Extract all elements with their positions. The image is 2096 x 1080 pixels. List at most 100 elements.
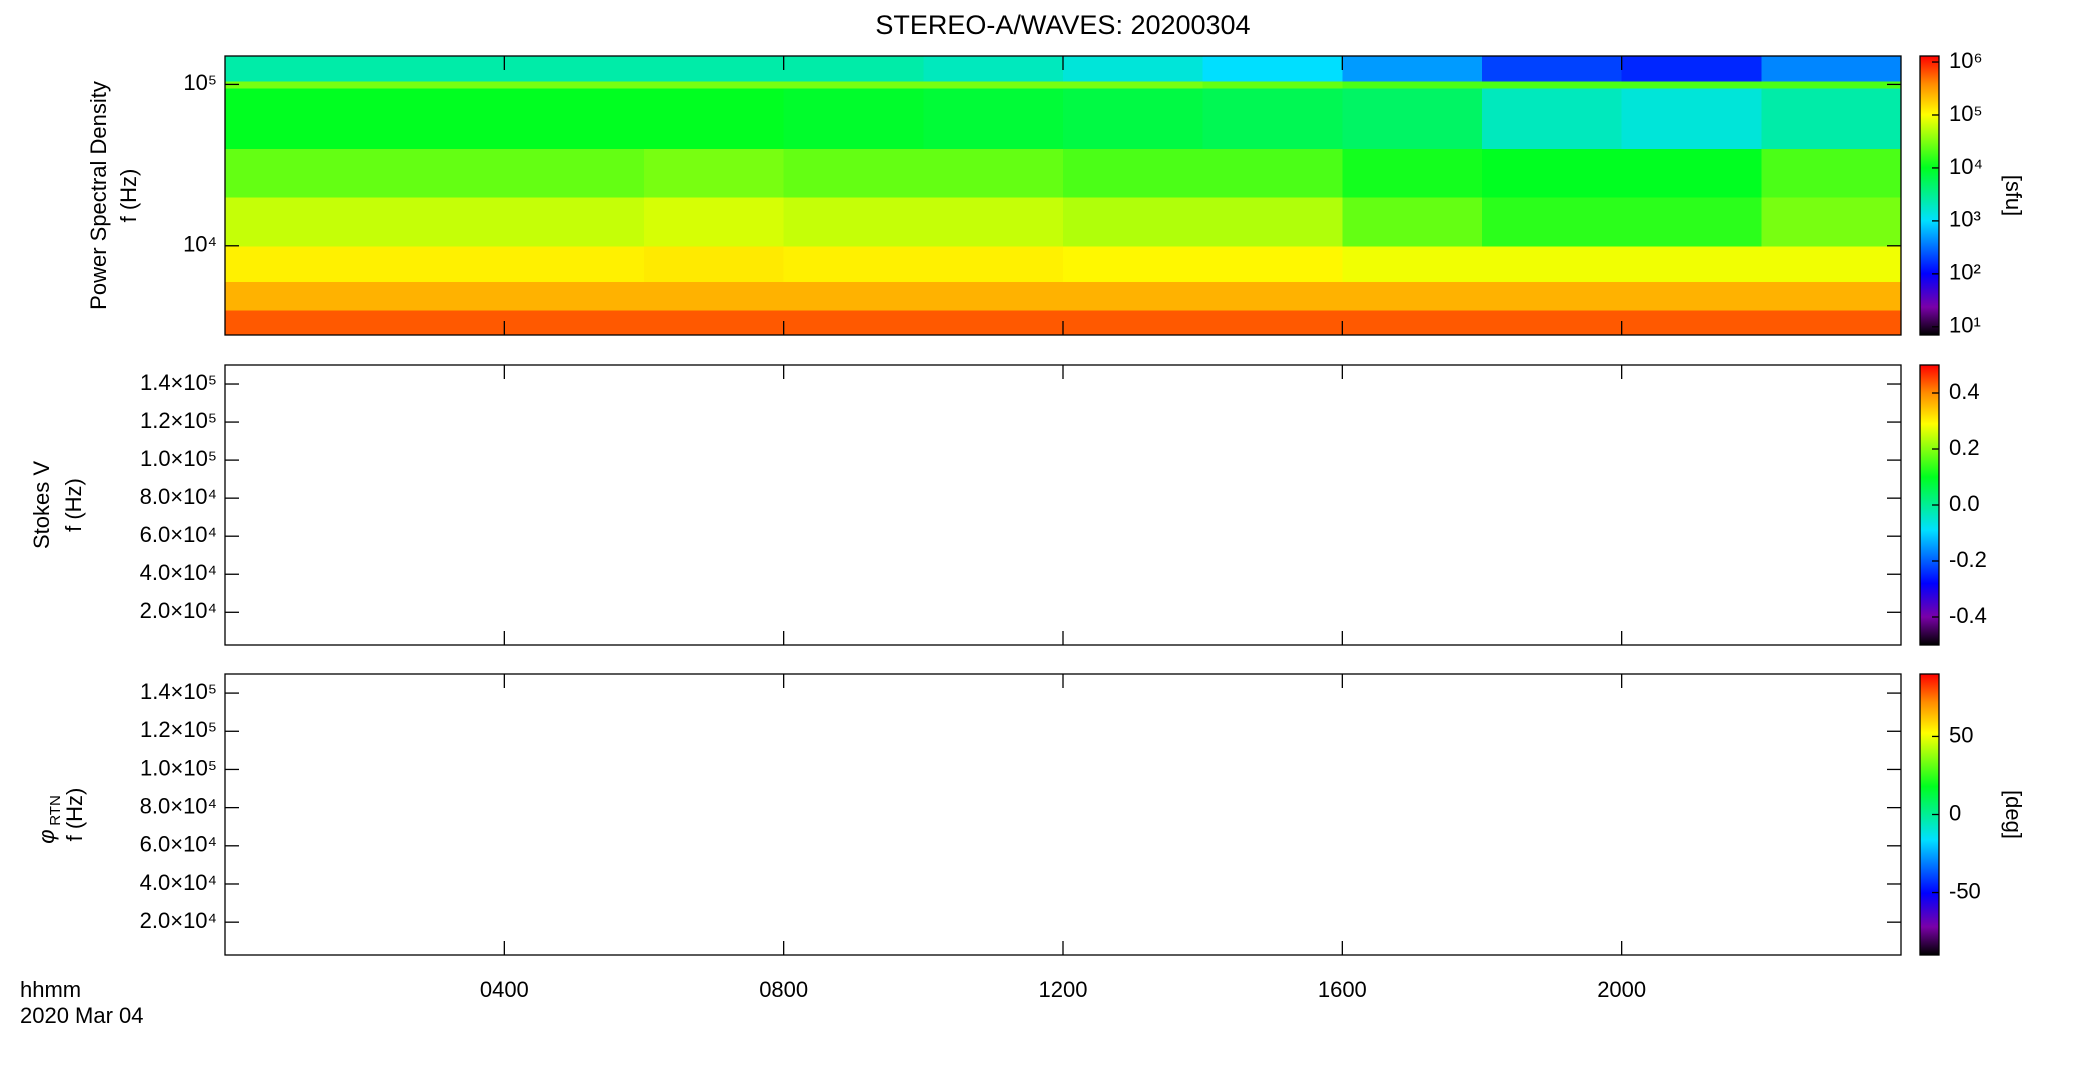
colorbar — [1920, 365, 1939, 645]
heatmap-cell — [1761, 80, 1902, 89]
heatmap-cell — [364, 245, 505, 283]
heatmap-cell — [1202, 148, 1343, 198]
colorbar-tick-label: 0 — [1949, 800, 1961, 825]
heatmap-cell — [923, 310, 1064, 336]
heatmap-cell — [644, 245, 785, 283]
heatmap-cell — [1063, 88, 1204, 150]
plot-frame — [224, 673, 1902, 956]
x-axis-label: hhmm — [20, 977, 81, 1002]
heatmap-cell — [504, 80, 645, 89]
colorbar-tick-label: 10⁵ — [1949, 101, 1983, 126]
heatmap-cell — [1063, 148, 1204, 198]
heatmap-cell — [225, 56, 366, 82]
heatmap-cell — [1063, 56, 1204, 82]
heatmap-cell — [644, 148, 785, 198]
colorbar-frame — [1919, 55, 1940, 336]
heatmap-cell — [1621, 88, 1762, 150]
heatmap-cell — [1202, 88, 1343, 150]
heatmap-cell — [1482, 56, 1623, 82]
heatmap-cell — [644, 197, 785, 247]
heatmap-cell — [1761, 56, 1902, 82]
colorbar-tick-label: 0.0 — [1949, 491, 1980, 516]
heatmap-cell — [1063, 197, 1204, 247]
y-tick-label: 8.0×10⁴ — [140, 484, 217, 509]
colorbar-tick-label: 10¹ — [1949, 313, 1981, 338]
plot-frame — [224, 364, 1902, 646]
y-tick-label: 2.0×10⁴ — [140, 908, 217, 933]
heatmap-cell — [923, 80, 1064, 89]
heatmap-cell — [923, 148, 1064, 198]
y-tick-label: 4.0×10⁴ — [140, 870, 217, 895]
heatmap-cell — [1063, 281, 1204, 311]
heatmap-cell — [1202, 281, 1343, 311]
y-tick-label: 4.0×10⁴ — [140, 560, 217, 585]
colorbar-tick-label: 10² — [1949, 260, 1981, 285]
heatmap-cell — [923, 56, 1064, 82]
heatmap-cell — [1202, 197, 1343, 247]
heatmap-cell — [1342, 281, 1483, 311]
heatmap-cell — [1761, 197, 1902, 247]
heatmap-cell — [504, 56, 645, 82]
heatmap-cell — [923, 245, 1064, 283]
heatmap-cell — [1621, 148, 1762, 198]
y-axis-label: Power Spectral Density — [86, 81, 111, 310]
heatmap-cell — [1621, 245, 1762, 283]
y-tick-label: 10⁴ — [183, 232, 217, 257]
heatmap-cell — [504, 88, 645, 150]
heatmap-cell — [783, 80, 924, 89]
y-axis-label: Stokes V — [29, 461, 54, 549]
heatmap-cell — [1202, 310, 1343, 336]
y-tick-label: 1.0×10⁵ — [140, 755, 217, 780]
heatmap-cell — [923, 197, 1064, 247]
colorbar-tick-label: -0.4 — [1949, 603, 1987, 628]
colorbar-tick-label: 0.2 — [1949, 435, 1980, 460]
heatmap-cell — [1482, 281, 1623, 311]
heatmap-cell — [1342, 80, 1483, 89]
y-tick-label: 8.0×10⁴ — [140, 793, 217, 818]
heatmap-cell — [1761, 310, 1902, 336]
heatmap-cell — [644, 310, 785, 336]
y-tick-label: 1.4×10⁵ — [140, 370, 217, 395]
heatmap-cell — [1761, 88, 1902, 150]
heatmap-cell — [1482, 197, 1623, 247]
y-tick-label: 1.0×10⁵ — [140, 446, 217, 471]
heatmap-cell — [1482, 310, 1623, 336]
heatmap-cell — [1621, 56, 1762, 82]
heatmap-cell — [783, 88, 924, 150]
heatmap-cell — [1063, 80, 1204, 89]
heatmap-cell — [1342, 310, 1483, 336]
colorbar-label: [sfu] — [2001, 175, 2026, 217]
x-tick-label: 1600 — [1318, 977, 1367, 1002]
heatmap-cell — [1482, 148, 1623, 198]
y-tick-label: 6.0×10⁴ — [140, 832, 217, 857]
x-tick-label: 0400 — [480, 977, 529, 1002]
colorbar — [1920, 674, 1939, 955]
heatmap-cell — [225, 310, 366, 336]
heatmap-cell — [1482, 88, 1623, 150]
heatmap-cell — [1342, 88, 1483, 150]
heatmap-cell — [364, 80, 505, 89]
heatmap-cell — [1202, 56, 1343, 82]
y-tick-label: 10⁵ — [183, 70, 217, 95]
x-axis-label: 2020 Mar 04 — [20, 1003, 144, 1028]
heatmap-cell — [1202, 245, 1343, 283]
heatmap-cell — [1621, 197, 1762, 247]
colorbar-tick-label: 10⁶ — [1949, 48, 1983, 73]
heatmap-cell — [1761, 148, 1902, 198]
heatmap-cell — [364, 281, 505, 311]
y-axis-label: f (Hz) — [116, 169, 141, 223]
heatmap-cell — [225, 80, 366, 89]
heatmap-cell — [364, 88, 505, 150]
y-tick-label: 1.2×10⁵ — [140, 408, 217, 433]
heatmap-cell — [1621, 80, 1762, 89]
heatmap-cell — [364, 197, 505, 247]
y-axis-label-subscript: RTN — [47, 795, 64, 826]
heatmap-cell — [783, 148, 924, 198]
heatmap-cell — [783, 310, 924, 336]
heatmap-cell — [1063, 245, 1204, 283]
heatmap-cell — [225, 88, 366, 150]
y-tick-label: 1.2×10⁵ — [140, 717, 217, 742]
heatmap-cell — [1761, 245, 1902, 283]
y-tick-label: 6.0×10⁴ — [140, 522, 217, 547]
